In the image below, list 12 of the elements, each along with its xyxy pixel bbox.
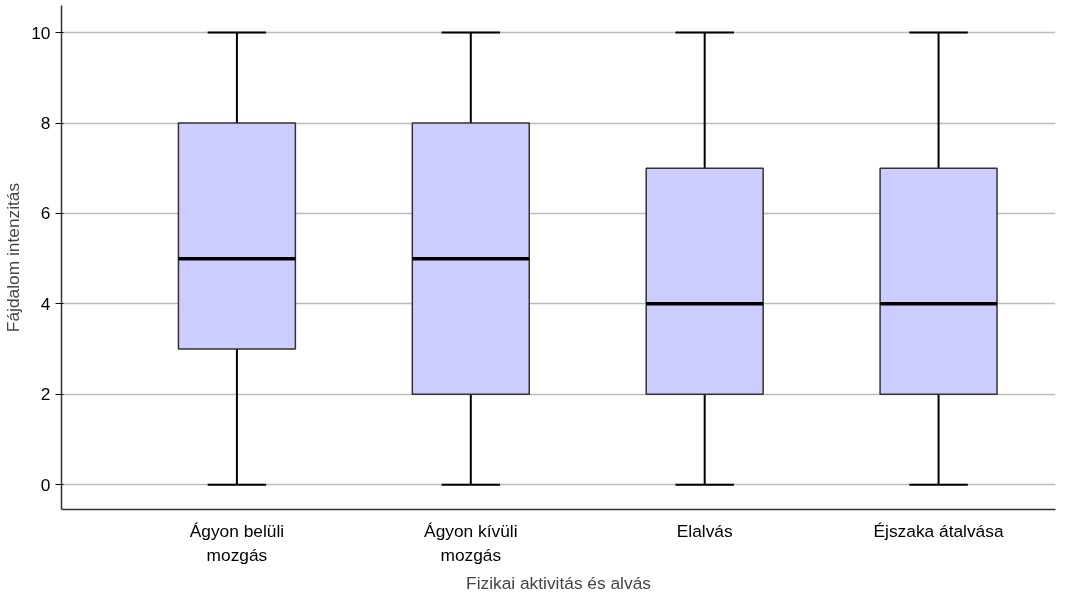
x-tick-label: Ágyon kívüli mozgás <box>424 520 518 565</box>
x-axis-title: Fizikai aktivitás és alvás <box>466 572 652 593</box>
x-tick-label: Éjszaka átalvása <box>873 520 1004 541</box>
x-tick-label: Elalvás <box>676 520 733 541</box>
y-tick-label: 0 <box>40 474 51 495</box>
y-tick-label: 4 <box>40 293 51 314</box>
y-tick-label: 2 <box>40 384 51 405</box>
y-tick-label: 8 <box>40 113 51 134</box>
y-tick-label: 6 <box>40 203 51 224</box>
y-axis-title: Fájdalom intenzitás <box>3 182 24 333</box>
y-tick-label: 10 <box>31 22 51 43</box>
x-tick-label: Ágyon belüli mozgás <box>189 520 285 565</box>
